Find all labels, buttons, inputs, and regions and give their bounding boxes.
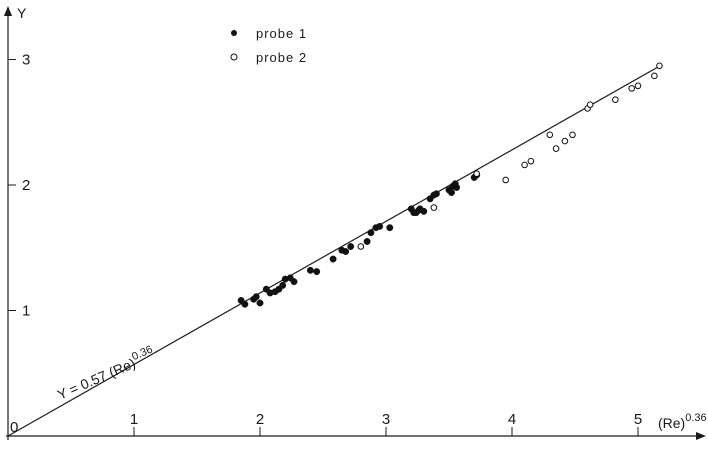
data-point-probe-2-9 [569, 131, 576, 139]
fit-line-equation-base: Y = 0.57 (Re) [55, 355, 138, 403]
data-point-probe-1-29 [420, 207, 428, 215]
data-point-probe-2-3 [502, 176, 510, 184]
data-point-probe-2-7 [552, 145, 560, 152]
x-axis-arrow-icon [696, 432, 706, 440]
data-point-probe-2-11 [586, 101, 594, 108]
data-point-probe-2-15 [651, 72, 658, 80]
data-point-probe-2-4 [521, 161, 528, 169]
y-axis-title: Y [17, 5, 27, 21]
fit-line-group [7, 67, 658, 437]
data-point-probe-1-13 [306, 266, 314, 274]
legend: probe 1 probe 2 [230, 26, 307, 65]
data-point-probe-1-32 [432, 190, 440, 198]
data-point-probe-1-12 [290, 278, 298, 286]
data-point-probe-1-14 [313, 268, 321, 276]
x-tick-label-1: 1 [130, 411, 138, 428]
y-axis-arrow-icon [4, 6, 12, 16]
data-point-probe-2-0 [357, 243, 365, 250]
data-point-probe-1-17 [342, 248, 350, 255]
data-point-probe-1-20 [367, 229, 375, 237]
data-point-probe-1-37 [453, 184, 461, 191]
data-point-probe-2-2 [473, 170, 481, 178]
x-tick-label-5: 5 [634, 411, 642, 428]
axis-ticks: 1 2 3 4 5 1 2 3 [8, 52, 642, 436]
data-point-probe-1-23 [386, 224, 394, 232]
y-tick-label-1: 1 [22, 303, 30, 320]
data-point-probe-2-14 [634, 82, 642, 90]
data-point-probe-2-6 [546, 131, 554, 139]
x-axis-title-exponent: 0.36 [685, 412, 706, 424]
data-point-probe-1-22 [376, 222, 384, 230]
data-point-probe-1-19 [363, 238, 371, 245]
fit-line [7, 67, 658, 437]
data-points [237, 62, 663, 308]
fit-line-equation: Y = 0.57 (Re)0.36 [54, 344, 158, 403]
origin-label: 0 [10, 419, 18, 436]
x-tick-label-3: 3 [382, 411, 390, 428]
legend-marker-probe-2 [230, 53, 238, 61]
data-point-probe-1-4 [256, 299, 264, 307]
data-point-probe-2-13 [628, 85, 636, 92]
data-point-probe-1-3 [252, 293, 260, 301]
legend-label-probe-2: probe 2 [256, 50, 307, 65]
y-tick-label-2: 2 [22, 177, 30, 194]
x-tick-label-4: 4 [508, 411, 516, 428]
data-point-probe-1-18 [347, 243, 355, 250]
data-point-probe-1-15 [329, 255, 337, 263]
data-point-probe-2-8 [561, 137, 569, 145]
legend-marker-probe-1 [231, 30, 237, 36]
x-tick-label-2: 2 [256, 411, 264, 428]
data-point-probe-2-1 [430, 204, 438, 211]
legend-label-probe-1: probe 1 [256, 26, 307, 41]
data-point-probe-2-12 [612, 96, 619, 103]
data-point-probe-1-9 [279, 281, 287, 289]
data-point-probe-1-1 [241, 300, 249, 308]
data-point-probe-2-16 [656, 62, 663, 70]
data-point-probe-2-5 [527, 157, 535, 165]
x-axis-title-base: (Re) [658, 415, 685, 431]
data-point-probe-1-34 [448, 189, 455, 196]
x-axis-title: (Re)0.36 [658, 412, 707, 431]
y-tick-label-3: 3 [22, 52, 30, 69]
